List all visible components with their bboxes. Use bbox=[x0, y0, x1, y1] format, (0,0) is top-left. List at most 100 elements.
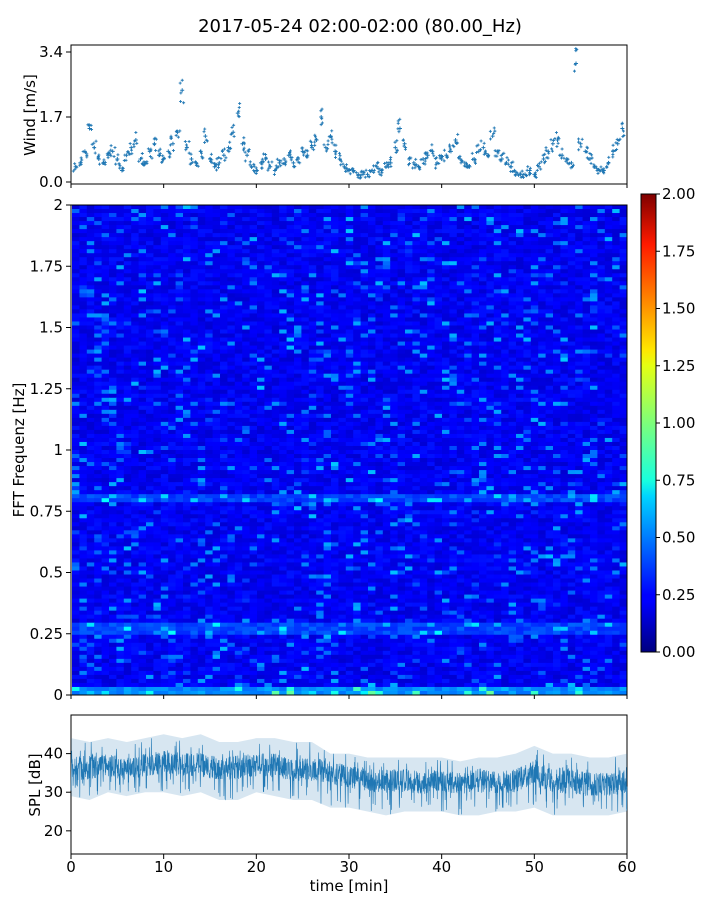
wind-marker bbox=[512, 168, 519, 177]
spectrogram-y-ticks: 0 0.25 0.5 0.75 1 1.25 1.5 1.75 2 bbox=[30, 196, 628, 704]
wind-marker bbox=[359, 169, 366, 179]
wind-marker bbox=[470, 151, 478, 165]
wind-marker bbox=[447, 143, 455, 154]
wind-marker bbox=[383, 161, 390, 169]
wind-marker bbox=[611, 143, 617, 159]
wind-marker bbox=[118, 164, 125, 173]
wind-marker bbox=[535, 161, 543, 172]
wind-marker bbox=[503, 156, 510, 166]
wind-marker bbox=[564, 157, 571, 166]
wind-marker bbox=[368, 164, 376, 175]
wind-marker bbox=[393, 139, 399, 155]
wind-marker bbox=[600, 167, 606, 175]
colorbar-tick-label: 0.75 bbox=[662, 471, 695, 489]
wind-marker bbox=[319, 107, 324, 127]
wind-marker bbox=[96, 153, 102, 166]
spectrogram-y-tick-label: 0 bbox=[53, 686, 63, 704]
wind-marker bbox=[243, 148, 251, 163]
colorbar-tick-label: 2.00 bbox=[662, 185, 695, 203]
wind-marker bbox=[300, 146, 307, 157]
spl-line bbox=[70, 738, 628, 815]
wind-marker bbox=[220, 147, 228, 162]
wind-marker bbox=[592, 163, 599, 170]
colorbar-tick-label: 0.50 bbox=[662, 529, 695, 547]
wind-marker bbox=[252, 164, 259, 175]
wind-marker bbox=[281, 157, 288, 167]
wind-marker bbox=[178, 78, 186, 105]
wind-marker bbox=[193, 160, 200, 168]
wind-marker bbox=[109, 144, 117, 159]
wind-marker bbox=[595, 165, 603, 175]
wind-marker bbox=[289, 156, 297, 169]
spectrogram-y-tick-label: 1.25 bbox=[30, 380, 63, 398]
time-x-ticks: 0 10 20 30 40 50 60 bbox=[66, 854, 637, 876]
wind-marker bbox=[401, 138, 408, 151]
spectrogram-y-tick-label: 1.75 bbox=[30, 257, 63, 275]
wind-marker bbox=[539, 152, 547, 165]
wind-marker bbox=[229, 123, 236, 138]
wind-marker bbox=[479, 139, 487, 156]
time-x-tick-label: 50 bbox=[525, 858, 544, 876]
wind-marker bbox=[174, 129, 182, 139]
wind-marker bbox=[414, 163, 422, 171]
wind-marker bbox=[235, 102, 242, 119]
wind-marker bbox=[86, 123, 94, 132]
wind-marker bbox=[354, 170, 362, 180]
colorbar-tick-label: 1.75 bbox=[662, 242, 695, 260]
wind-marker bbox=[114, 153, 121, 166]
spl-y-ticks: 20 30 40 bbox=[44, 745, 71, 840]
wind-marker bbox=[428, 143, 436, 158]
spl-trace bbox=[70, 734, 628, 816]
time-x-label: time [min] bbox=[310, 877, 389, 895]
wind-marker bbox=[304, 148, 310, 159]
wind-marker bbox=[544, 146, 551, 160]
wind-marker bbox=[558, 147, 566, 160]
wind-marker bbox=[549, 137, 557, 153]
wind-marker bbox=[433, 156, 441, 170]
wind-y-tick-label: 3.4 bbox=[39, 43, 63, 61]
wind-marker bbox=[208, 152, 214, 165]
wind-marker bbox=[620, 121, 626, 138]
wind-marker bbox=[187, 151, 195, 166]
colorbar-gradient bbox=[640, 193, 657, 653]
wind-marker bbox=[152, 136, 158, 153]
time-x-tick-label: 0 bbox=[66, 858, 76, 876]
wind-marker bbox=[142, 160, 149, 167]
wind-marker bbox=[475, 143, 483, 154]
wind-marker bbox=[350, 167, 356, 174]
wind-marker bbox=[215, 156, 223, 170]
wind-marker bbox=[90, 139, 98, 155]
wind-marker bbox=[378, 167, 384, 177]
wind-marker bbox=[587, 152, 594, 165]
wind-marker bbox=[484, 151, 491, 159]
wind-marker bbox=[465, 164, 472, 169]
wind-marker bbox=[332, 143, 338, 160]
colorbar-tick-label: 1.25 bbox=[662, 357, 695, 375]
spl-y-label: SPL [dB] bbox=[26, 753, 44, 816]
wind-marker bbox=[605, 155, 611, 169]
wind-marker bbox=[308, 139, 316, 152]
wind-marker bbox=[122, 150, 130, 163]
wind-marker bbox=[411, 157, 418, 170]
wind-marker bbox=[248, 160, 256, 173]
wind-marker bbox=[137, 152, 145, 167]
wind-marker bbox=[275, 157, 283, 169]
wind-marker bbox=[419, 151, 427, 166]
wind-marker bbox=[526, 165, 532, 177]
wind-marker bbox=[568, 160, 575, 170]
wind-marker bbox=[127, 142, 134, 156]
wind-marker bbox=[457, 154, 464, 165]
wind-marker bbox=[258, 157, 264, 170]
wind-marker bbox=[498, 151, 506, 163]
time-x-tick-label: 10 bbox=[154, 858, 173, 876]
wind-marker bbox=[101, 158, 107, 166]
wind-marker bbox=[387, 155, 393, 168]
wind-markers bbox=[71, 47, 626, 180]
colorbar-ticks: 0.00 0.25 0.50 0.75 1.00 1.25 1.50 1.75 2.00 bbox=[656, 185, 695, 661]
wind-marker bbox=[493, 149, 501, 158]
wind-y-label: Wind [m/s] bbox=[21, 74, 39, 156]
wind-y-ticks: 0.0 1.7 3.4 bbox=[39, 43, 628, 191]
colorbar-tick-label: 1.50 bbox=[662, 300, 695, 318]
wind-marker bbox=[437, 153, 445, 162]
